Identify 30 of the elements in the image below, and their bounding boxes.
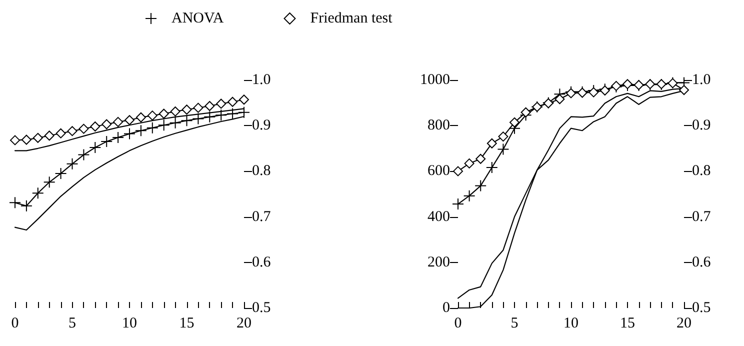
x-tick-label: 5 <box>68 316 76 332</box>
y2-tick-label: 0.7 <box>692 208 712 225</box>
y-tick-label: 800 <box>428 118 450 134</box>
x-tick-label: 5 <box>510 316 518 332</box>
x-tick-label: 10 <box>564 316 578 332</box>
y-tick-label: 400 <box>428 208 450 225</box>
y-tick-label: 1000 <box>420 72 450 88</box>
y2-tick-label: 0.8 <box>252 163 271 180</box>
x-tick-label: 20 <box>236 316 252 332</box>
y-tick-label: 0 <box>442 300 450 316</box>
x-tick-label: 10 <box>122 316 137 332</box>
x-tick-label: 15 <box>620 316 635 332</box>
y2-tick-label: 0.6 <box>252 254 272 270</box>
y2-tick-label: 0.9 <box>692 118 711 134</box>
y-tick-label: 600 <box>428 163 450 180</box>
y2-tick-label: 0.5 <box>252 300 271 316</box>
y2-tick-label: 1.0 <box>252 72 271 88</box>
x-tick-label: 0 <box>454 316 462 332</box>
legend-label: ANOVA <box>172 10 224 26</box>
y2-tick-label: 0.9 <box>252 118 271 134</box>
y2-tick-label: 0.8 <box>692 163 711 180</box>
y-tick-label: 200 <box>428 254 450 270</box>
y2-tick-label: 0.6 <box>692 254 712 270</box>
x-tick-label: 20 <box>676 316 692 332</box>
x-tick-label: 15 <box>179 316 194 332</box>
x-tick-label: 0 <box>11 316 19 332</box>
legend-label: Friedman test <box>310 10 394 26</box>
y2-tick-label: 0.7 <box>252 208 272 225</box>
y2-tick-label: 0.5 <box>692 300 711 316</box>
y2-tick-label: 1.0 <box>692 72 711 88</box>
